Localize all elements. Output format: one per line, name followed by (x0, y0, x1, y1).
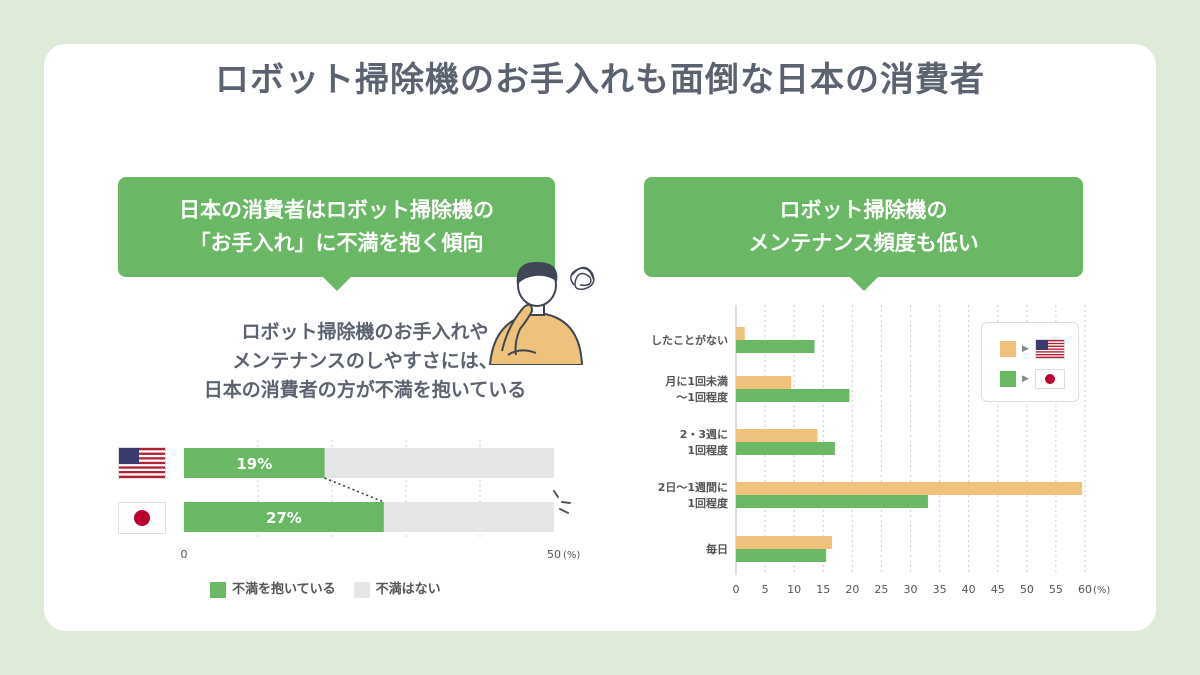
us-flag-icon (1034, 339, 1065, 359)
right-chart-bar (736, 389, 850, 402)
right-chart-category-label: 2日〜1週間に (658, 480, 728, 494)
right-chart-tick-label: 0 (733, 583, 740, 596)
page-title: ロボット掃除機のお手入れも面倒な日本の消費者 (209, 52, 991, 101)
right-chart-category-label: 2・3週に (680, 427, 728, 441)
right-chart-tick-label: 45 (991, 583, 1005, 596)
jp-flag-icon (118, 502, 166, 534)
left-chart-legend: 不満を抱いている 不満はない (210, 578, 441, 598)
left-chart-tick-0: 0 (181, 548, 188, 561)
right-chart-legend: ▶ ▶ (981, 322, 1079, 402)
right-chart-category-label: 月に1回未満 (664, 374, 728, 388)
legend-label-satisfied: 不満はない (375, 582, 441, 597)
left-chart-bar (184, 502, 384, 532)
right-callout: ロボット掃除機の メンテナンス頻度も低い (644, 177, 1083, 291)
legend-item-satisfied: 不満はない (353, 578, 441, 598)
right-chart-bar (736, 549, 827, 562)
right-chart-tick-label: 30 (904, 583, 918, 596)
thinking-person-icon (488, 261, 595, 365)
right-chart-bar (736, 482, 1083, 495)
content-card (44, 44, 1156, 631)
right-chart-bar (736, 429, 818, 442)
left-description-line2: メンテナンスのしやすさには、 (232, 350, 498, 372)
right-chart-bar (736, 442, 835, 455)
legend-item-dissatisfied: 不満を抱いている (210, 578, 336, 598)
right-chart-ticks: 0 5 10 15 20 25 30 35 40 45 50 55 60 (%) (733, 583, 1111, 596)
right-chart-tick-label: 55 (1049, 583, 1063, 596)
right-chart-tick-label: 25 (874, 583, 888, 596)
left-callout-line1: 日本の消費者はロボット掃除機の (179, 198, 494, 222)
right-chart-tick-label: 50 (1020, 583, 1034, 596)
left-callout-line2: 「お手入れ」に不満を抱く傾向 (189, 231, 484, 255)
tangle-icon (570, 266, 595, 291)
jp-flag-icon (1034, 369, 1065, 389)
legend-arrow-icon: ▶ (1022, 374, 1029, 384)
left-chart-bar-label: 27% (266, 509, 302, 527)
right-chart-tick-label: 40 (962, 583, 976, 596)
legend-label-dissatisfied: 不満を抱いている (232, 582, 336, 597)
left-bar-chart: 19% 27% 0 50 (%) (181, 440, 580, 561)
us-flag-stripes (119, 448, 165, 478)
right-chart-category-label: 毎日 (706, 542, 728, 556)
left-chart-tick-50: 50 (547, 548, 561, 561)
left-description-line1: ロボット掃除機のお手入れや (241, 321, 489, 343)
left-callout: 日本の消費者はロボット掃除機の 「お手入れ」に不満を抱く傾向 (118, 177, 555, 291)
right-chart-tick-label: 35 (933, 583, 947, 596)
left-chart-unit: (%) (563, 550, 580, 561)
legend-swatch-gray (353, 581, 370, 598)
right-chart-category-label: 1回程度 (687, 496, 729, 510)
right-chart-tick-label: 60 (1078, 583, 1092, 596)
right-chart-bar (736, 536, 832, 549)
legend-arrow-icon: ▶ (1022, 344, 1029, 354)
left-chart-connector (324, 477, 385, 503)
right-callout-line2: メンテナンス頻度も低い (748, 231, 979, 255)
right-chart-tick-label: 20 (845, 583, 859, 596)
legend-swatch-green (1000, 371, 1016, 387)
right-chart-tick-label: 5 (762, 583, 769, 596)
left-chart-bar (184, 448, 325, 478)
legend-swatch-green (210, 581, 226, 598)
us-flag-icon (118, 447, 166, 479)
right-chart-bar (736, 327, 745, 340)
legend-row-us: ▶ (1000, 339, 1065, 359)
right-chart-category-label: 〜1回程度 (676, 390, 729, 404)
right-chart-category-label: 1回程度 (687, 443, 729, 457)
right-chart-tick-label: 15 (816, 583, 830, 596)
right-chart-unit: (%) (1093, 585, 1110, 596)
right-chart-bar (736, 340, 815, 353)
right-chart-tick-label: 10 (787, 583, 801, 596)
emphasis-marks-icon (553, 490, 571, 514)
title-wrap: ロボット掃除機のお手入れも面倒な日本の消費者 (0, 52, 1200, 101)
left-chart-bar-label: 19% (236, 455, 272, 473)
right-chart-category-label: したことがない (651, 333, 728, 347)
left-description-line3: 日本の消費者の方が不満を抱いている (203, 379, 527, 401)
right-chart-bar (736, 376, 792, 389)
legend-swatch-orange (1000, 341, 1016, 357)
left-chart-bars: 19% 27% (184, 448, 554, 532)
right-callout-line1: ロボット掃除機の (779, 198, 948, 222)
page-title-text: ロボット掃除機のお手入れも面倒な日本の消費者 (215, 60, 985, 100)
right-chart-bars (736, 327, 1083, 562)
left-description: ロボット掃除機のお手入れや メンテナンスのしやすさには、 日本の消費者の方が不満… (130, 318, 600, 405)
legend-row-jp: ▶ (1000, 369, 1065, 389)
right-chart-bar (736, 495, 928, 508)
